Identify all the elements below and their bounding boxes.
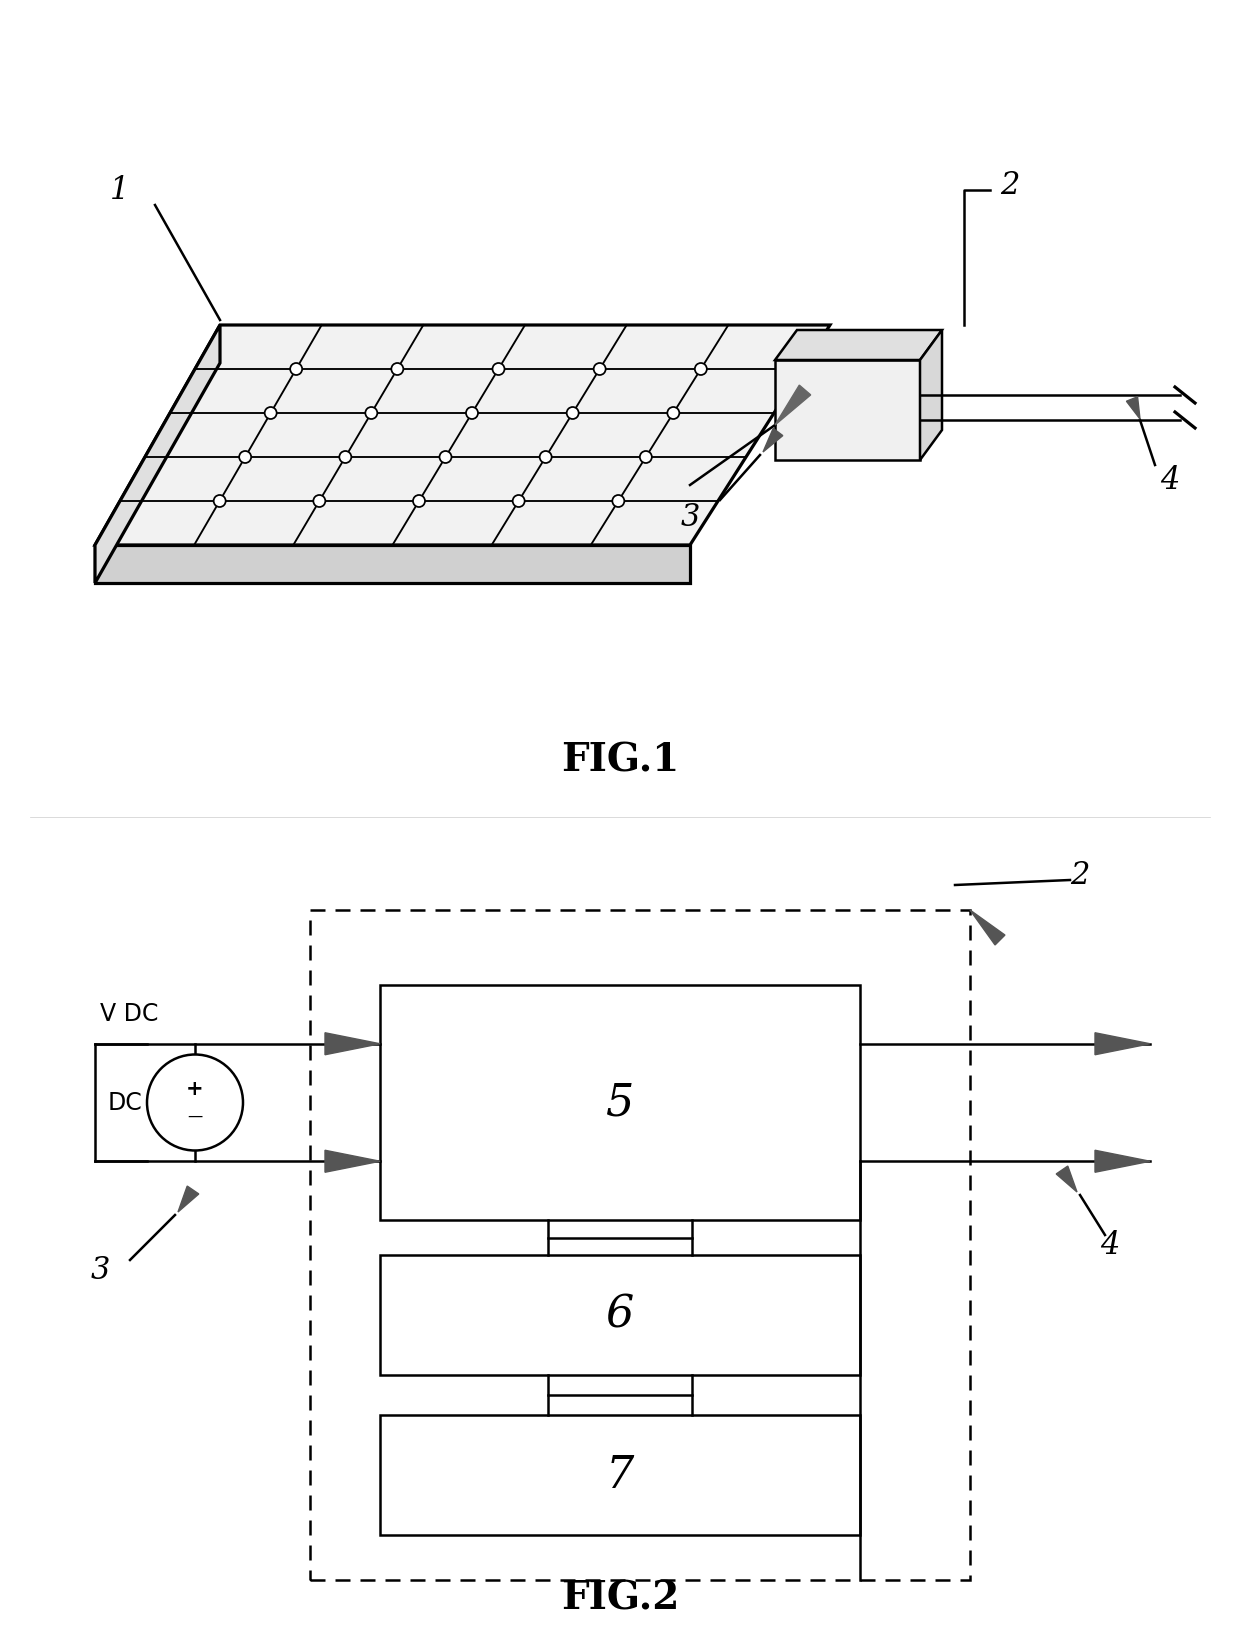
Circle shape <box>512 495 525 507</box>
Circle shape <box>413 495 425 507</box>
Text: V DC: V DC <box>100 1002 159 1025</box>
Circle shape <box>148 1055 243 1151</box>
Polygon shape <box>775 386 811 425</box>
Polygon shape <box>920 330 942 459</box>
Text: +: + <box>186 1079 203 1099</box>
Circle shape <box>466 407 477 419</box>
Polygon shape <box>95 325 830 544</box>
Circle shape <box>694 363 707 374</box>
Text: FIG.2: FIG.2 <box>560 1579 680 1617</box>
Polygon shape <box>95 325 219 584</box>
Polygon shape <box>95 544 689 584</box>
Polygon shape <box>1095 1033 1149 1055</box>
Text: 1: 1 <box>110 175 130 206</box>
Text: FIG.1: FIG.1 <box>560 741 680 778</box>
Circle shape <box>290 363 303 374</box>
Text: 2: 2 <box>1001 170 1019 201</box>
Circle shape <box>492 363 505 374</box>
Polygon shape <box>1095 1151 1149 1172</box>
Circle shape <box>213 495 226 507</box>
Bar <box>379 1414 861 1535</box>
Circle shape <box>314 495 325 507</box>
Circle shape <box>640 451 652 463</box>
Polygon shape <box>325 1033 379 1055</box>
Circle shape <box>567 407 579 419</box>
Circle shape <box>613 495 624 507</box>
Text: 4: 4 <box>1161 464 1179 495</box>
Polygon shape <box>1126 397 1140 419</box>
Bar <box>379 1256 861 1375</box>
Text: 6: 6 <box>606 1293 634 1336</box>
Polygon shape <box>763 428 782 451</box>
Circle shape <box>439 451 451 463</box>
Text: DC: DC <box>107 1091 143 1115</box>
Polygon shape <box>179 1185 198 1212</box>
Circle shape <box>239 451 252 463</box>
Polygon shape <box>325 1151 379 1172</box>
Bar <box>310 911 970 1579</box>
Text: 3: 3 <box>681 502 699 533</box>
Polygon shape <box>775 330 942 360</box>
Text: 4: 4 <box>1100 1230 1120 1261</box>
Text: 2: 2 <box>1070 860 1090 891</box>
Text: —: — <box>187 1109 202 1123</box>
Polygon shape <box>775 360 920 459</box>
Circle shape <box>392 363 403 374</box>
Circle shape <box>594 363 605 374</box>
Bar <box>379 984 861 1220</box>
Circle shape <box>340 451 351 463</box>
Circle shape <box>539 451 552 463</box>
Polygon shape <box>1056 1166 1078 1192</box>
Text: 5: 5 <box>606 1081 634 1125</box>
Circle shape <box>264 407 277 419</box>
Circle shape <box>667 407 680 419</box>
Text: 7: 7 <box>606 1454 634 1496</box>
Text: 3: 3 <box>91 1254 109 1285</box>
Polygon shape <box>970 911 1004 945</box>
Circle shape <box>366 407 377 419</box>
